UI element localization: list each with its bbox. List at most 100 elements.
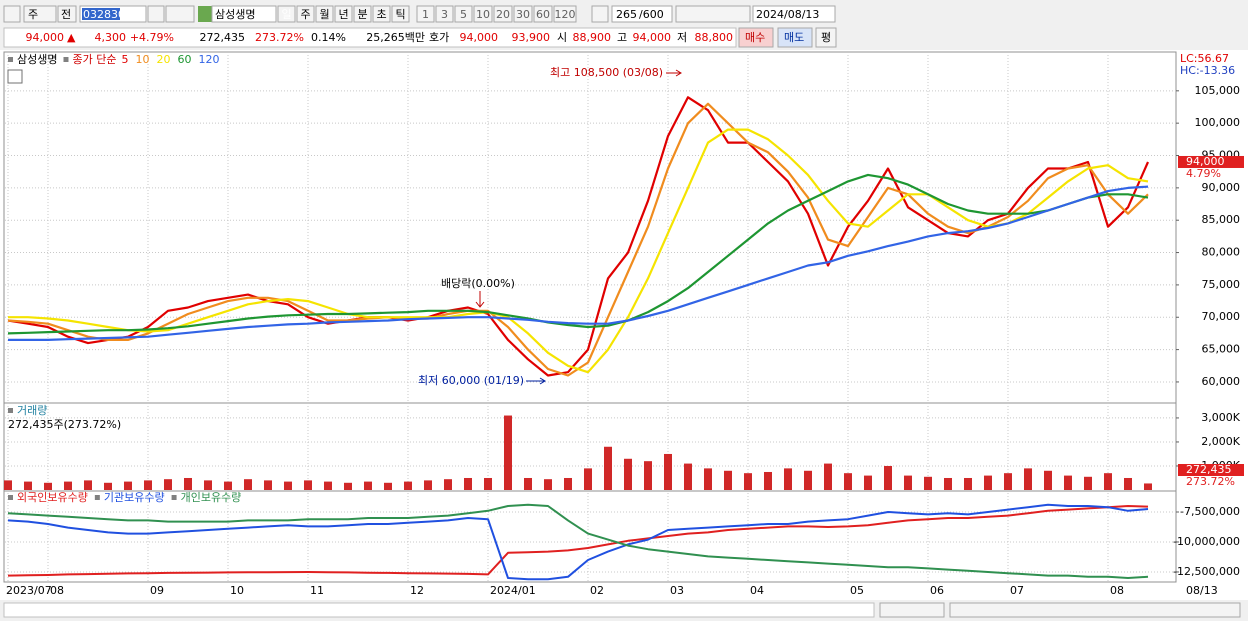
high-note: 최고 108,500 (03/08)	[550, 66, 663, 79]
volume-bar	[184, 477, 192, 490]
volume-bar	[944, 477, 952, 490]
name-box	[211, 5, 277, 23]
date-box[interactable]	[752, 5, 836, 23]
last-price: 94,000	[1186, 155, 1225, 168]
volume-bar	[664, 453, 672, 490]
x-tick-label: 2024/01	[490, 584, 536, 597]
x-tick-label: 12	[410, 584, 424, 597]
volume-bar	[304, 480, 312, 490]
avg-button[interactable]	[815, 27, 837, 48]
volume-bar	[924, 476, 932, 490]
y-tick-label: 75,000	[1202, 278, 1241, 291]
unit-button[interactable]	[391, 5, 410, 23]
unit-button[interactable]	[435, 5, 454, 23]
unit-button[interactable]	[533, 5, 553, 23]
volume-bar	[384, 482, 392, 490]
volume-bar	[4, 480, 12, 490]
x-tick-label: 04	[750, 584, 764, 597]
period: 주	[28, 8, 38, 21]
volume-bar	[124, 481, 132, 490]
unit-button[interactable]	[315, 5, 334, 23]
unit-button[interactable]	[277, 5, 296, 23]
legend-swatch	[94, 495, 100, 500]
period-select[interactable]	[23, 5, 57, 23]
date: 2024/08/13	[756, 8, 819, 21]
x-tick-label: 02	[590, 584, 604, 597]
low-label: 저	[677, 31, 687, 44]
high: 94,000	[633, 31, 672, 44]
volume-bar	[364, 481, 372, 490]
tool-buttons[interactable]	[675, 5, 751, 23]
y-tick-label: 65,000	[1202, 343, 1241, 356]
y-tick-label: 80,000	[1202, 246, 1241, 259]
search-button[interactable]	[147, 5, 165, 23]
unit-button[interactable]	[553, 5, 577, 23]
count-box	[611, 5, 673, 23]
ask: 94,000	[460, 31, 499, 44]
calc-icon[interactable]	[7, 69, 23, 84]
volume-bar	[544, 479, 552, 490]
change: 4,300	[95, 31, 127, 44]
unit-label: 년	[338, 8, 348, 21]
y-tick-label: 2,000K	[1201, 435, 1240, 448]
buy-button[interactable]	[738, 27, 774, 48]
unit-label: 3	[441, 8, 448, 21]
prev-button[interactable]	[57, 5, 77, 23]
volume-bar	[1004, 473, 1012, 490]
unit-button[interactable]	[296, 5, 315, 23]
unit-button[interactable]	[513, 5, 533, 23]
unit-button[interactable]	[372, 5, 391, 23]
sound-button[interactable]	[165, 5, 195, 23]
volume-bar	[1064, 475, 1072, 490]
volume-bar	[964, 477, 972, 490]
volume-bar	[104, 482, 112, 490]
unit-label: 분	[357, 8, 367, 21]
last-price-tag	[1178, 155, 1244, 168]
unit-buttons: 일 주 월 년 분 초 틱 1 3 5 10 20 30 60 120	[277, 5, 577, 23]
legend-entry: 20	[156, 53, 170, 66]
volume-bar	[744, 473, 752, 490]
zoom-tools[interactable]	[949, 602, 1241, 618]
unit-label: 월	[319, 8, 329, 21]
y-tick-label: 100,000	[1195, 116, 1241, 129]
menu-button[interactable]	[3, 5, 21, 23]
unit-button[interactable]	[334, 5, 353, 23]
x-tick-label: 08	[1110, 584, 1124, 597]
unit-label: 주	[300, 8, 310, 21]
volume-subtitle: 272,435주(273.72%)	[8, 418, 121, 431]
volume: 272,435	[200, 31, 246, 44]
unit-button[interactable]	[353, 5, 372, 23]
legend-swatch	[8, 57, 13, 62]
series-line	[8, 128, 1149, 374]
hc: HC:-13.36	[1180, 64, 1235, 77]
sell: 매도	[784, 31, 804, 44]
volume-bar	[264, 480, 272, 490]
legend-title: 삼성생명	[17, 53, 57, 66]
unit-button[interactable]	[473, 5, 493, 23]
nav-buttons[interactable]	[879, 602, 945, 618]
dropdown[interactable]	[591, 5, 609, 23]
series-line	[7, 503, 1149, 579]
volume-bar	[1024, 468, 1032, 490]
x-tick-label: 08	[50, 584, 64, 597]
volume-bar	[724, 470, 732, 490]
unit-button[interactable]	[454, 5, 473, 23]
volume-bar	[84, 480, 92, 490]
unit-button[interactable]	[416, 5, 435, 23]
volume-bar	[644, 461, 652, 490]
volume-pct: 273.72%	[255, 31, 304, 44]
volume-bar	[704, 468, 712, 490]
volume-bar	[444, 479, 452, 490]
series-line	[7, 173, 1149, 335]
scroll-track[interactable]	[3, 602, 875, 618]
series-line	[7, 96, 1150, 377]
prev: 전	[61, 8, 71, 21]
x-tick-label: 07	[1010, 584, 1024, 597]
bid: 93,900	[512, 31, 551, 44]
unit-button[interactable]	[493, 5, 513, 23]
last-change: 4.79%	[1186, 167, 1221, 180]
sell-button[interactable]	[777, 27, 813, 48]
y-tick-label: 60,000	[1202, 375, 1241, 388]
